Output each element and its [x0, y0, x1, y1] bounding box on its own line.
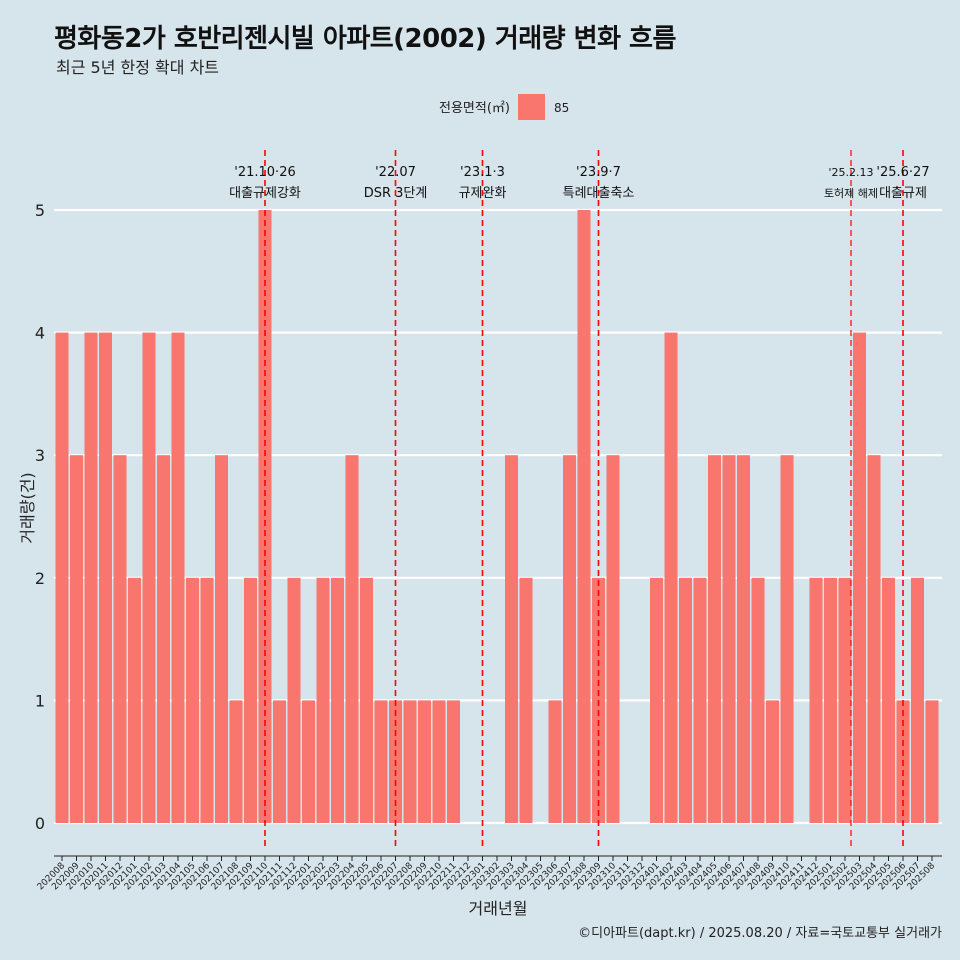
bar [679, 577, 692, 823]
bar [157, 455, 170, 823]
bar [780, 455, 794, 823]
bar [360, 577, 373, 823]
chart-subtitle: 최근 5년 한정 확대 차트 [56, 58, 220, 77]
bar [142, 332, 156, 823]
bar [99, 332, 112, 823]
bar [766, 700, 779, 823]
bar [548, 700, 562, 823]
y-tick-label: 1 [35, 691, 45, 710]
event-date: '25.2.13 [828, 166, 873, 179]
bar [606, 455, 620, 823]
legend-swatch [518, 94, 545, 120]
bar [345, 455, 359, 823]
bar [882, 577, 895, 823]
bar [55, 332, 69, 823]
legend-label: 85 [554, 101, 569, 115]
bar [244, 577, 257, 823]
bar [577, 210, 591, 823]
bar [722, 455, 736, 823]
event-label: 규제완화 [459, 186, 507, 201]
event-date: '23.1·3 [460, 165, 505, 180]
bar [911, 577, 924, 823]
bar [693, 577, 707, 823]
y-axis-title: 거래량(건) [18, 472, 37, 543]
event-label: 특례대출축소 [563, 186, 635, 201]
bar [70, 455, 83, 823]
bar [113, 455, 127, 823]
event-date: '23.9·7 [576, 165, 621, 180]
bar [186, 577, 199, 823]
bar [287, 577, 301, 823]
bar [403, 700, 417, 823]
bar [273, 700, 286, 823]
bar [302, 700, 315, 823]
event-date: '22.07 [375, 165, 416, 180]
bar [418, 700, 431, 823]
bar [432, 700, 446, 823]
y-tick-label: 4 [35, 324, 45, 343]
y-tick-label: 5 [35, 201, 45, 220]
bar [664, 332, 678, 823]
axes: 0123452020082020092020102020112020122021… [35, 201, 942, 892]
bars [55, 210, 939, 823]
y-tick-label: 0 [35, 814, 45, 833]
bar [708, 455, 721, 823]
bar [374, 700, 388, 823]
bar [316, 577, 330, 823]
y-tick-label: 3 [35, 446, 45, 465]
bar [229, 700, 243, 823]
event-label: DSR 3단계 [364, 186, 428, 201]
bar [84, 332, 98, 823]
bar [853, 332, 866, 823]
bar [737, 455, 750, 823]
legend: 전용면적(㎡) 85 [439, 94, 569, 120]
bar [563, 455, 576, 823]
source-caption: ©디아파트(dapt.kr) / 2025.08.20 / 자료=국토교통부 실… [578, 926, 942, 941]
grid-lines [54, 208, 942, 825]
bar [519, 577, 533, 823]
bar [824, 577, 837, 823]
bar [751, 577, 765, 823]
x-axis-title: 거래년월 [469, 899, 528, 918]
event-markers: '21.10·26 대출규제강화 '22.07 DSR 3단계 '23.1·3 규제완화 '… [229, 150, 930, 848]
bar [867, 455, 881, 823]
bar [200, 577, 214, 823]
bar [258, 210, 272, 823]
legend-title: 전용면적(㎡) [439, 101, 510, 116]
bar [215, 455, 228, 823]
event-date: '25.6·27 [876, 165, 929, 180]
bar [171, 332, 185, 823]
bar [925, 700, 939, 823]
bar [838, 577, 852, 823]
chart-title: 평화동2가 호반리젠시빌 아파트(2002) 거래량 변화 흐름 [54, 24, 676, 54]
event-label: 대출규제강화 [229, 186, 301, 201]
bar [128, 577, 141, 823]
event-date: '21.10·26 [234, 165, 295, 180]
bar [447, 700, 460, 823]
bar [505, 455, 518, 823]
bar [809, 577, 823, 823]
bar [650, 577, 663, 823]
bar [331, 577, 344, 823]
y-tick-label: 2 [35, 569, 45, 588]
event-label: 토허제 해제 [824, 186, 878, 200]
event-label: 대출규제 [879, 186, 927, 201]
